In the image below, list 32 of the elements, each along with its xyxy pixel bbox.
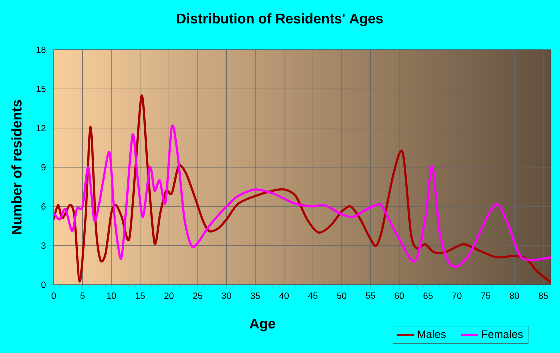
y-tick-label: 12 (36, 125, 46, 132)
y-tick-label: 3 (42, 242, 46, 250)
y-tick-label: 18 (36, 46, 46, 54)
x-tick-label: 55 (366, 292, 376, 300)
legend-label: Females (482, 330, 524, 338)
x-axis-title: Age (250, 319, 276, 332)
x-tick-label: 65 (424, 292, 433, 300)
x-tick-label: 25 (193, 292, 203, 300)
x-tick-label: 10 (107, 292, 116, 300)
y-tick-label: 0 (42, 282, 46, 288)
x-tick-label: 85 (538, 292, 548, 300)
x-tick-label: 5 (80, 292, 85, 300)
x-tick-label: 15 (136, 292, 145, 300)
x-tick-label: 20 (164, 292, 174, 300)
chart-title: Distribution of Residents' Ages (177, 13, 383, 27)
x-tick-label: 45 (308, 292, 318, 300)
x-tick-label: 70 (452, 292, 462, 300)
x-tick-label: 35 (250, 292, 260, 300)
x-tick-label: 80 (510, 292, 520, 300)
x-tick-label: 60 (395, 292, 404, 300)
y-axis-title: Number of residents (12, 100, 22, 234)
x-tick-label: 0 (52, 292, 56, 300)
line-series (54, 94, 552, 284)
x-tick-label: 30 (222, 292, 232, 300)
y-tick-label: 6 (42, 203, 46, 210)
x-tick-label: 75 (481, 292, 491, 300)
x-tick-label: 50 (337, 292, 347, 300)
legend-label: Males (418, 330, 446, 338)
y-tick-label: 15 (36, 86, 46, 92)
x-tick-label: 40 (280, 292, 290, 300)
y-tick-label: 9 (42, 164, 46, 171)
line-series (54, 126, 552, 268)
